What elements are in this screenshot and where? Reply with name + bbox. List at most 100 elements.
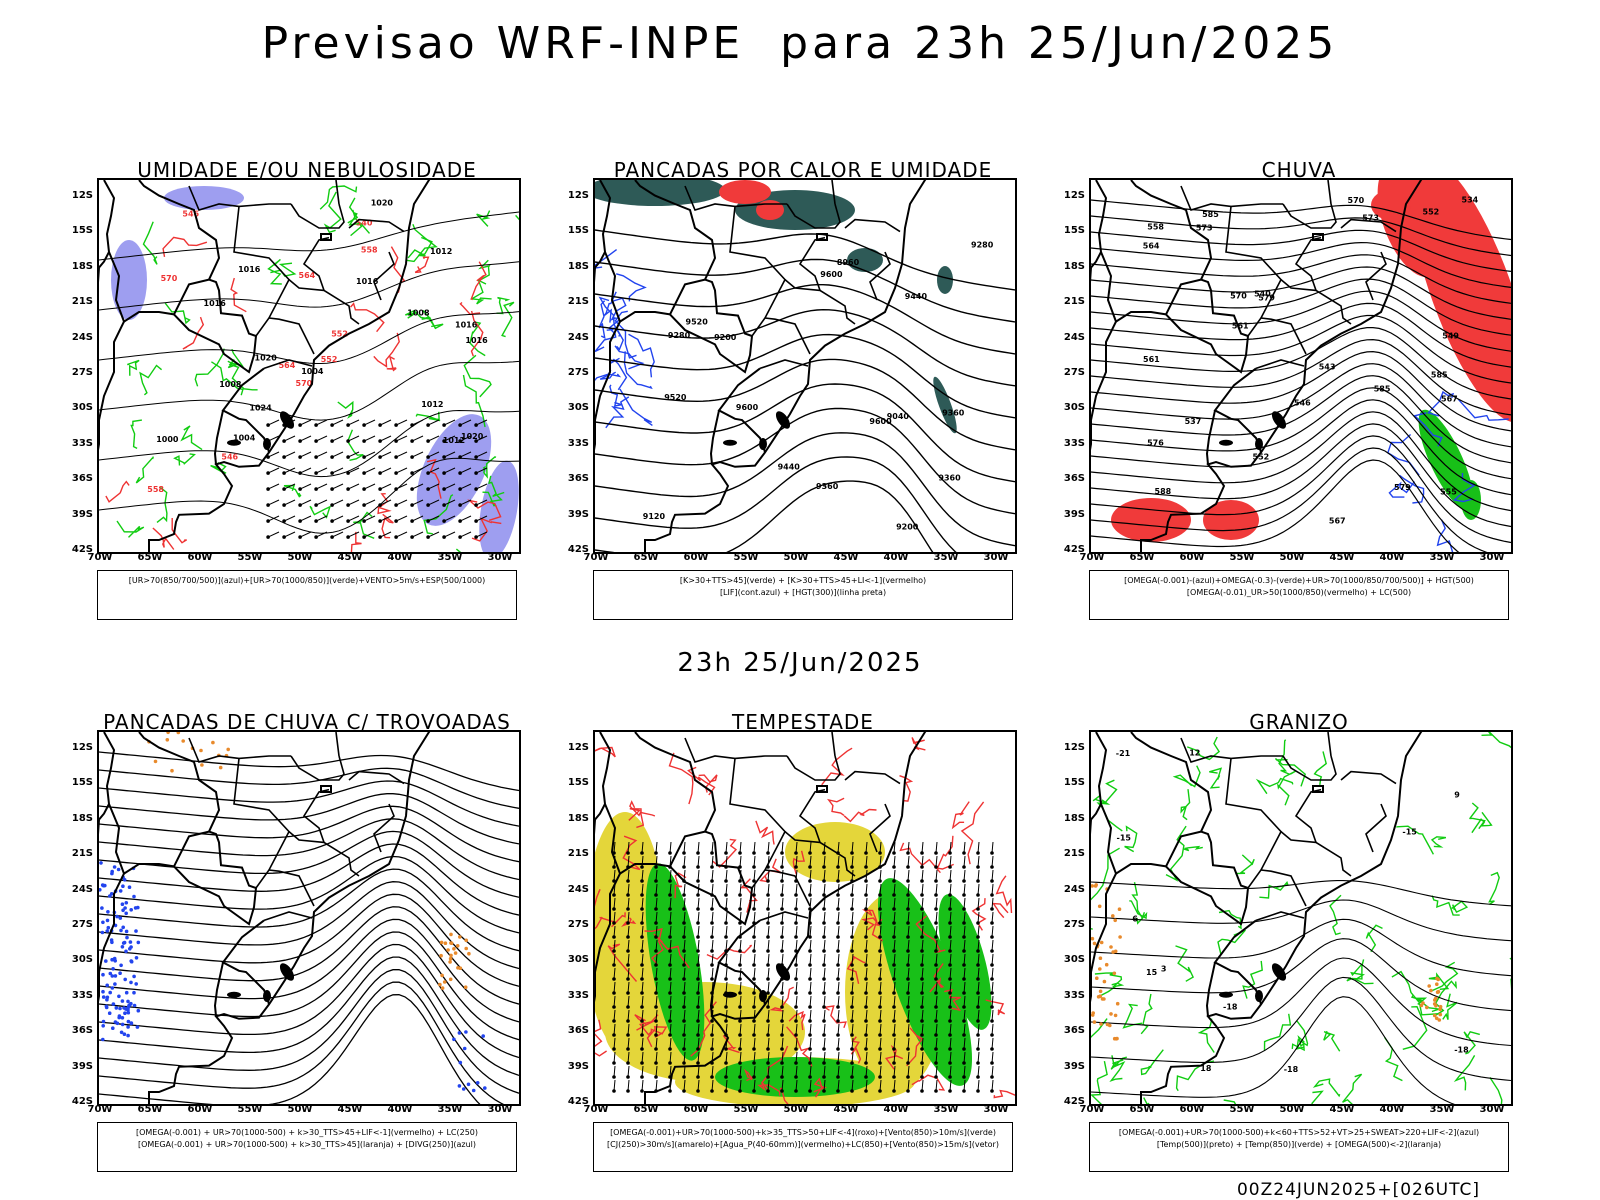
contour-label: 9600 (820, 270, 843, 279)
contour-label: 9440 (905, 292, 928, 301)
contour-label: 1000 (156, 435, 179, 444)
contour-label: 9360 (942, 409, 965, 418)
x-tick-label: 50W (1279, 552, 1305, 563)
y-tick-label: 27S (71, 367, 93, 378)
contour-label: 543 (1319, 363, 1336, 372)
x-tick-label: 70W (1079, 552, 1105, 563)
map-panel (593, 730, 1017, 1106)
contour-label: 9040 (887, 412, 910, 421)
x-tick-label: 60W (187, 1104, 213, 1115)
contour-label: 537 (1185, 417, 1202, 426)
x-tick-label: 30W (983, 552, 1009, 563)
contour-label: 9600 (736, 403, 759, 412)
contour-label: -18 (1284, 1065, 1299, 1074)
contour-label: 570 (1348, 196, 1365, 205)
contour-label: 1020 (461, 432, 484, 441)
x-tick-label: 50W (287, 552, 313, 563)
x-tick-label: 40W (1379, 552, 1405, 563)
x-tick-label: 60W (1179, 552, 1205, 563)
contour-label: 9280 (668, 331, 691, 340)
y-tick-label: 36S (71, 1025, 93, 1037)
y-tick-label: 33S (1063, 437, 1085, 449)
x-tick-label: 40W (387, 552, 413, 563)
y-tick-label: 42S (567, 544, 589, 555)
y-tick-label: 18S (1063, 260, 1085, 272)
contour-label: 567 (1329, 517, 1346, 526)
contour-label: 1004 (233, 433, 256, 442)
y-tick-label: 30S (567, 954, 589, 966)
x-tick-label: 35W (437, 1104, 463, 1115)
x-tick-label: 70W (87, 1104, 113, 1115)
map-borders (595, 180, 927, 552)
y-tick-label: 24S (567, 883, 589, 895)
contour-label: 585 (1374, 384, 1391, 393)
map-panel: 1016 1016 1016 1016 1020 1020 1024 1020 1012 1012… (97, 178, 521, 554)
y-tick-label: 18S (1063, 812, 1085, 824)
x-tick-label: 70W (583, 552, 609, 563)
x-tick-label: 60W (187, 552, 213, 563)
contour-label: 8960 (837, 258, 860, 267)
contour-label: 567 (1441, 394, 1458, 403)
x-tick-label: 45W (833, 1104, 859, 1115)
x-tick-label: 35W (1429, 552, 1455, 563)
contour-label: 585 (1202, 210, 1219, 219)
map-panel: 9600 9600 9600 9520 9520 9440 9440 9360 9360 9360… (593, 178, 1017, 554)
y-tick-label: 42S (1063, 1096, 1085, 1107)
y-tick-label: 30S (1063, 402, 1085, 414)
x-tick-label: 30W (1479, 552, 1505, 563)
y-tick-label: 36S (567, 1025, 589, 1037)
y-tick-label: 24S (71, 883, 93, 895)
x-tick-label: 70W (87, 552, 113, 563)
y-tick-label: 30S (71, 954, 93, 966)
contour-label: 561 (1232, 322, 1249, 331)
y-tick-label: 33S (71, 437, 93, 449)
y-tick-label: 15S (567, 225, 589, 237)
contour-label: 570 (1230, 292, 1247, 301)
panel-legend: [OMEGA(-0.001) + UR>70(1000-500) + k>30_… (97, 1122, 517, 1172)
contour-label: 1012 (443, 436, 465, 445)
map-canvas (99, 732, 519, 1104)
contour-label: 540 (1254, 289, 1271, 298)
y-tick-label: 21S (71, 848, 93, 860)
y-tick-label: 39S (1063, 508, 1085, 520)
y-tick-label: 27S (1063, 919, 1085, 930)
contour-label: 552 (1423, 208, 1440, 217)
map-panel: 585 585 588 585 579 579 576 573 570 567 564 561 558 5… (1089, 178, 1513, 554)
panel-legend: [K>30+TTS>45](verde) + [K>30+TTS>45+LI<-… (593, 570, 1013, 620)
y-tick-label: 33S (1063, 989, 1085, 1001)
contour-label: 546 (1294, 398, 1311, 407)
mid-title: 23h 25/Jun/2025 (677, 648, 923, 678)
x-tick-label: 60W (1179, 1104, 1205, 1115)
legend-line: [Temp(500)](preto) + [Temp(850)](verde) … (1156, 1140, 1442, 1149)
contour-label: 1012 (430, 247, 452, 256)
contour-label: 6 (1132, 915, 1138, 924)
y-tick-label: 27S (1063, 367, 1085, 378)
y-tick-label: 24S (567, 331, 589, 343)
contour-label: 9520 (664, 393, 687, 402)
contour-label: 9600 (869, 417, 892, 426)
contour-label: 3 (1161, 965, 1167, 974)
contour-label: 549 (1442, 331, 1459, 340)
x-tick-label: 40W (1379, 1104, 1405, 1115)
y-tick-label: 18S (71, 812, 93, 824)
x-tick-label: 45W (1329, 1104, 1355, 1115)
contour-label: 558 (1147, 223, 1164, 232)
legend-line: [OMEGA(-0.001)+UR>70(1000-500)+k>35_TTS>… (610, 1128, 996, 1137)
y-tick-label: 36S (1063, 473, 1085, 485)
contour-label: 570 (296, 379, 313, 388)
x-tick-label: 60W (683, 552, 709, 563)
y-tick-label: 39S (71, 508, 93, 520)
y-tick-label: 15S (71, 225, 93, 237)
y-tick-label: 12S (71, 190, 93, 201)
x-tick-label: 55W (237, 1104, 263, 1115)
x-tick-label: 45W (833, 552, 859, 563)
contour-label: 1016 (465, 336, 488, 345)
y-tick-label: 24S (71, 331, 93, 343)
x-tick-label: 30W (487, 1104, 513, 1115)
contour-label: 9280 (971, 240, 994, 249)
contour-label: 585 (1431, 370, 1448, 379)
x-tick-label: 30W (1479, 1104, 1505, 1115)
panel-legend: [OMEGA(-0.001)+UR>70(1000-500)+k<60+TTS>… (1089, 1122, 1509, 1172)
map-panel: -15 -18 -21 -18 -15 -18 18 15 12 9 6 3 (1089, 730, 1513, 1106)
x-tick-label: 55W (733, 1104, 759, 1115)
